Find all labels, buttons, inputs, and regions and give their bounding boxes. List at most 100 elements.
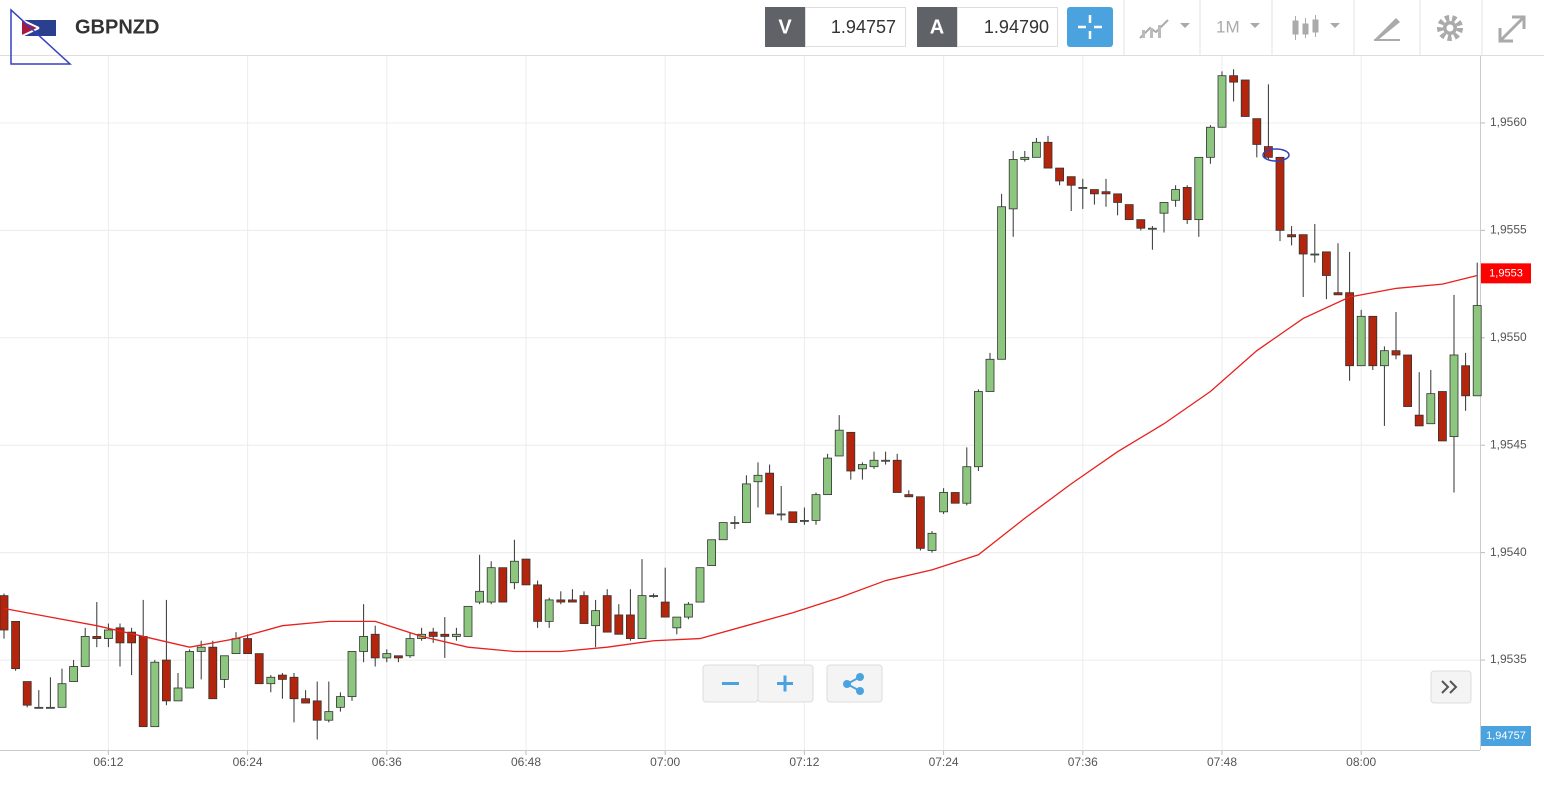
candle-body [1380,350,1389,367]
candle-body [695,567,705,603]
candle-body [1391,350,1401,356]
candle-body [846,431,856,472]
candle-body [1008,159,1018,210]
candle-body [104,629,113,639]
candle-body [544,599,554,622]
candle-body [776,513,786,516]
drawing-triangle [10,8,72,65]
chart-type-button[interactable] [1139,19,1190,39]
candle-body [57,683,67,708]
candle-body [834,429,844,457]
candle-body [800,520,809,522]
candle-body [904,494,914,498]
candle-body [486,567,496,603]
candle-body [382,653,392,659]
candle-body [127,631,136,644]
candle-body [707,539,716,566]
candle-body [1426,393,1436,425]
candle-body [881,459,890,462]
candle-body [0,595,9,631]
timeframe-button[interactable]: 1M [1216,17,1260,36]
candle-body [69,666,78,682]
fullscreen-button[interactable] [1498,15,1526,43]
candle-body [393,655,403,659]
bid-button[interactable]: V 1.94757 [765,7,906,47]
candle-body [370,633,380,659]
timeframe: 1M [1216,17,1240,36]
candle-body [301,698,311,704]
candle-body [1229,75,1238,83]
candle-body [428,631,438,637]
candle-body [1217,75,1227,128]
candle-body [591,610,600,627]
candle-body [974,391,983,468]
candle-body [962,466,972,504]
zoom-in-button[interactable] [757,664,814,703]
x-tick-label: 07:24 [929,755,959,769]
scroll-end-button[interactable] [1430,670,1472,704]
candle-body [614,614,624,635]
candle-body [823,457,832,496]
candle-body [1182,187,1192,221]
candle-body [115,627,125,644]
x-tick-label: 06:36 [372,755,402,769]
flag-icon [21,19,56,37]
candle-body [219,655,229,680]
candle-body [92,636,102,639]
candle-body [869,459,879,468]
candle-body [1159,202,1169,214]
candle-body [1287,234,1296,238]
candle-body [1055,167,1064,182]
candle-body [1090,189,1099,195]
candle-type-button[interactable] [1292,15,1340,40]
candle-body [1345,292,1354,367]
share-button[interactable] [826,664,883,703]
candle-body [324,711,334,721]
candle-body [997,206,1006,360]
bid-label: V [778,16,792,38]
candle-body [405,638,415,657]
candle-body [718,522,728,541]
candle-body [440,633,450,637]
candle-body [521,558,531,586]
candle-body [788,511,798,523]
candle-body [672,616,682,629]
x-tick-label: 06:12 [93,755,123,769]
ask-price: 1.94790 [984,17,1049,37]
candle-body [950,492,960,504]
candle-body [556,599,566,603]
crosshair-button[interactable] [1067,7,1113,47]
toolbar-separators [1123,0,1483,55]
candle-body [1066,176,1076,186]
candle-body [579,595,589,624]
x-tick-label: 07:00 [650,755,680,769]
candle-body [34,706,44,709]
moving-average [3,274,1478,653]
settings-button[interactable] [1437,15,1463,41]
zoom-out-button[interactable] [702,664,759,703]
candle-body [1171,189,1180,201]
bid-price: 1.94757 [831,17,896,37]
candle-body [231,638,241,655]
ask-label: A [930,16,944,38]
candle-body [985,358,995,392]
candle-body [1403,354,1412,407]
candle-body [892,459,902,493]
candle-body [254,653,264,685]
x-tick-label: 08:00 [1346,755,1376,769]
y-tick-label: 1,9545 [1490,437,1527,451]
y-tick-label: 1,9555 [1490,223,1527,237]
candle-body [939,492,948,513]
ask-button[interactable]: A 1.94790 [917,7,1058,47]
candle-body [208,646,218,700]
draw-tool-button[interactable] [1374,18,1400,41]
candle-body [277,674,287,680]
candle-body [243,638,253,655]
candle-body [196,646,206,652]
candle-body [916,496,925,549]
x-tick-label: 07:36 [1068,755,1098,769]
candle-body [637,595,647,639]
